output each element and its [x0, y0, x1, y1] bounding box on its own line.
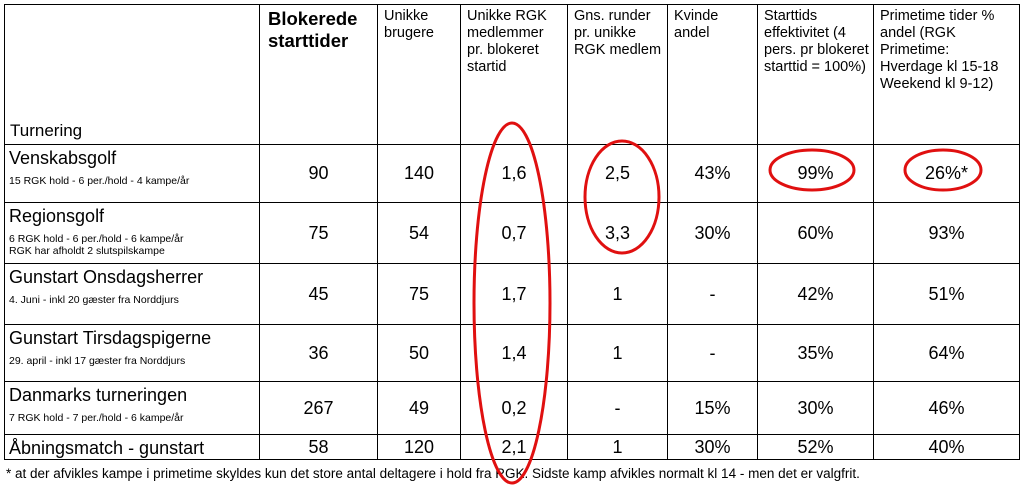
header-kvinde-andel: Kvinde andel — [667, 4, 758, 145]
row-label: Gunstart Onsdagsherrer 4. Juni - inkl 20… — [4, 263, 260, 325]
table-row: Åbningsmatch - gunstart 58 120 2,1 1 30%… — [4, 434, 1020, 460]
row-title: Åbningsmatch - gunstart — [9, 438, 205, 458]
cell-primetime: 51% — [873, 263, 1020, 325]
header-turnering: Turnering — [4, 4, 260, 145]
header-gns-runder: Gns. runder pr. unikke RGK medlem — [567, 4, 668, 145]
footnote: * at der afvikles kampe i primetime skyl… — [6, 466, 860, 481]
row-title: Danmarks turneringen — [9, 385, 188, 405]
cell-effektivitet: 52% — [757, 434, 874, 460]
cell-unikke-brugere: 49 — [377, 381, 461, 435]
cell-effektivitet: 60% — [757, 202, 874, 264]
row-label: Gunstart Tirsdagspigerne 29. april - ink… — [4, 324, 260, 382]
row-note: 7 RGK hold - 7 per./hold - 6 kampe/år — [9, 412, 184, 424]
row-note: 29. april - inkl 17 gæster fra Norddjurs — [9, 355, 186, 367]
cell-blokerede: 36 — [259, 324, 378, 382]
cell-rgk-medlemmer: 1,6 — [460, 144, 568, 203]
cell-blokerede: 90 — [259, 144, 378, 203]
cell-rgk-medlemmer: 2,1 — [460, 434, 568, 460]
cell-gns-runder: 1 — [567, 434, 668, 460]
cell-unikke-brugere: 140 — [377, 144, 461, 203]
cell-gns-runder: 3,3 — [567, 202, 668, 264]
row-note: 4. Juni - inkl 20 gæster fra Norddjurs — [9, 294, 179, 306]
row-note: RGK har afholdt 2 slutspilskampe — [9, 245, 165, 257]
cell-unikke-brugere: 50 — [377, 324, 461, 382]
cell-blokerede: 267 — [259, 381, 378, 435]
cell-kvinde-andel: - — [667, 324, 758, 382]
cell-kvinde-andel: 30% — [667, 434, 758, 460]
cell-effektivitet: 30% — [757, 381, 874, 435]
cell-gns-runder: 1 — [567, 324, 668, 382]
cell-gns-runder: 1 — [567, 263, 668, 325]
cell-kvinde-andel: 43% — [667, 144, 758, 203]
table-row: Danmarks turneringen 7 RGK hold - 7 per.… — [4, 381, 1020, 435]
table-row: Venskabsgolf 15 RGK hold - 6 per./hold -… — [4, 144, 1020, 203]
header-blokerede-starttider: Blokerede starttider — [259, 4, 378, 145]
header-starttids-effektivitet: Starttids effektivitet (4 pers. pr bloke… — [757, 4, 874, 145]
cell-primetime: 46% — [873, 381, 1020, 435]
row-title: Venskabsgolf — [9, 148, 117, 168]
cell-effektivitet: 35% — [757, 324, 874, 382]
cell-unikke-brugere: 54 — [377, 202, 461, 264]
row-label: Åbningsmatch - gunstart — [4, 434, 260, 460]
row-label: Regionsgolf 6 RGK hold - 6 per./hold - 6… — [4, 202, 260, 264]
tournament-stats-table: Turnering Blokerede starttider Unikke br… — [4, 4, 1020, 460]
cell-rgk-medlemmer: 1,7 — [460, 263, 568, 325]
row-title: Regionsgolf — [9, 206, 105, 226]
cell-rgk-medlemmer: 0,7 — [460, 202, 568, 264]
cell-kvinde-andel: - — [667, 263, 758, 325]
header-primetime-andel: Primetime tider % andel (RGK Primetime: … — [873, 4, 1020, 145]
row-title: Gunstart Onsdagsherrer — [9, 267, 204, 287]
cell-effektivitet: 99% — [757, 144, 874, 203]
header-unikke-brugere: Unikke brugere — [377, 4, 461, 145]
cell-rgk-medlemmer: 0,2 — [460, 381, 568, 435]
row-label: Danmarks turneringen 7 RGK hold - 7 per.… — [4, 381, 260, 435]
row-note: 6 RGK hold - 6 per./hold - 6 kampe/år — [9, 233, 184, 245]
cell-gns-runder: 2,5 — [567, 144, 668, 203]
cell-primetime: 64% — [873, 324, 1020, 382]
header-row: Turnering Blokerede starttider Unikke br… — [4, 4, 1020, 145]
cell-effektivitet: 42% — [757, 263, 874, 325]
cell-blokerede: 45 — [259, 263, 378, 325]
cell-kvinde-andel: 15% — [667, 381, 758, 435]
table-row: Gunstart Onsdagsherrer 4. Juni - inkl 20… — [4, 263, 1020, 325]
cell-gns-runder: - — [567, 381, 668, 435]
cell-unikke-brugere: 75 — [377, 263, 461, 325]
row-note: 15 RGK hold - 6 per./hold - 4 kampe/år — [9, 175, 190, 187]
table-row: Gunstart Tirsdagspigerne 29. april - ink… — [4, 324, 1020, 382]
row-title: Gunstart Tirsdagspigerne — [9, 328, 212, 348]
table-row: Regionsgolf 6 RGK hold - 6 per./hold - 6… — [4, 202, 1020, 264]
cell-rgk-medlemmer: 1,4 — [460, 324, 568, 382]
cell-primetime: 93% — [873, 202, 1020, 264]
cell-blokerede: 58 — [259, 434, 378, 460]
cell-blokerede: 75 — [259, 202, 378, 264]
cell-unikke-brugere: 120 — [377, 434, 461, 460]
row-label: Venskabsgolf 15 RGK hold - 6 per./hold -… — [4, 144, 260, 203]
header-unikke-rgk-medlemmer: Unikke RGK medlemmer pr. blokeret starti… — [460, 4, 568, 145]
cell-kvinde-andel: 30% — [667, 202, 758, 264]
cell-primetime: 26%* — [873, 144, 1020, 203]
cell-primetime: 40% — [873, 434, 1020, 460]
